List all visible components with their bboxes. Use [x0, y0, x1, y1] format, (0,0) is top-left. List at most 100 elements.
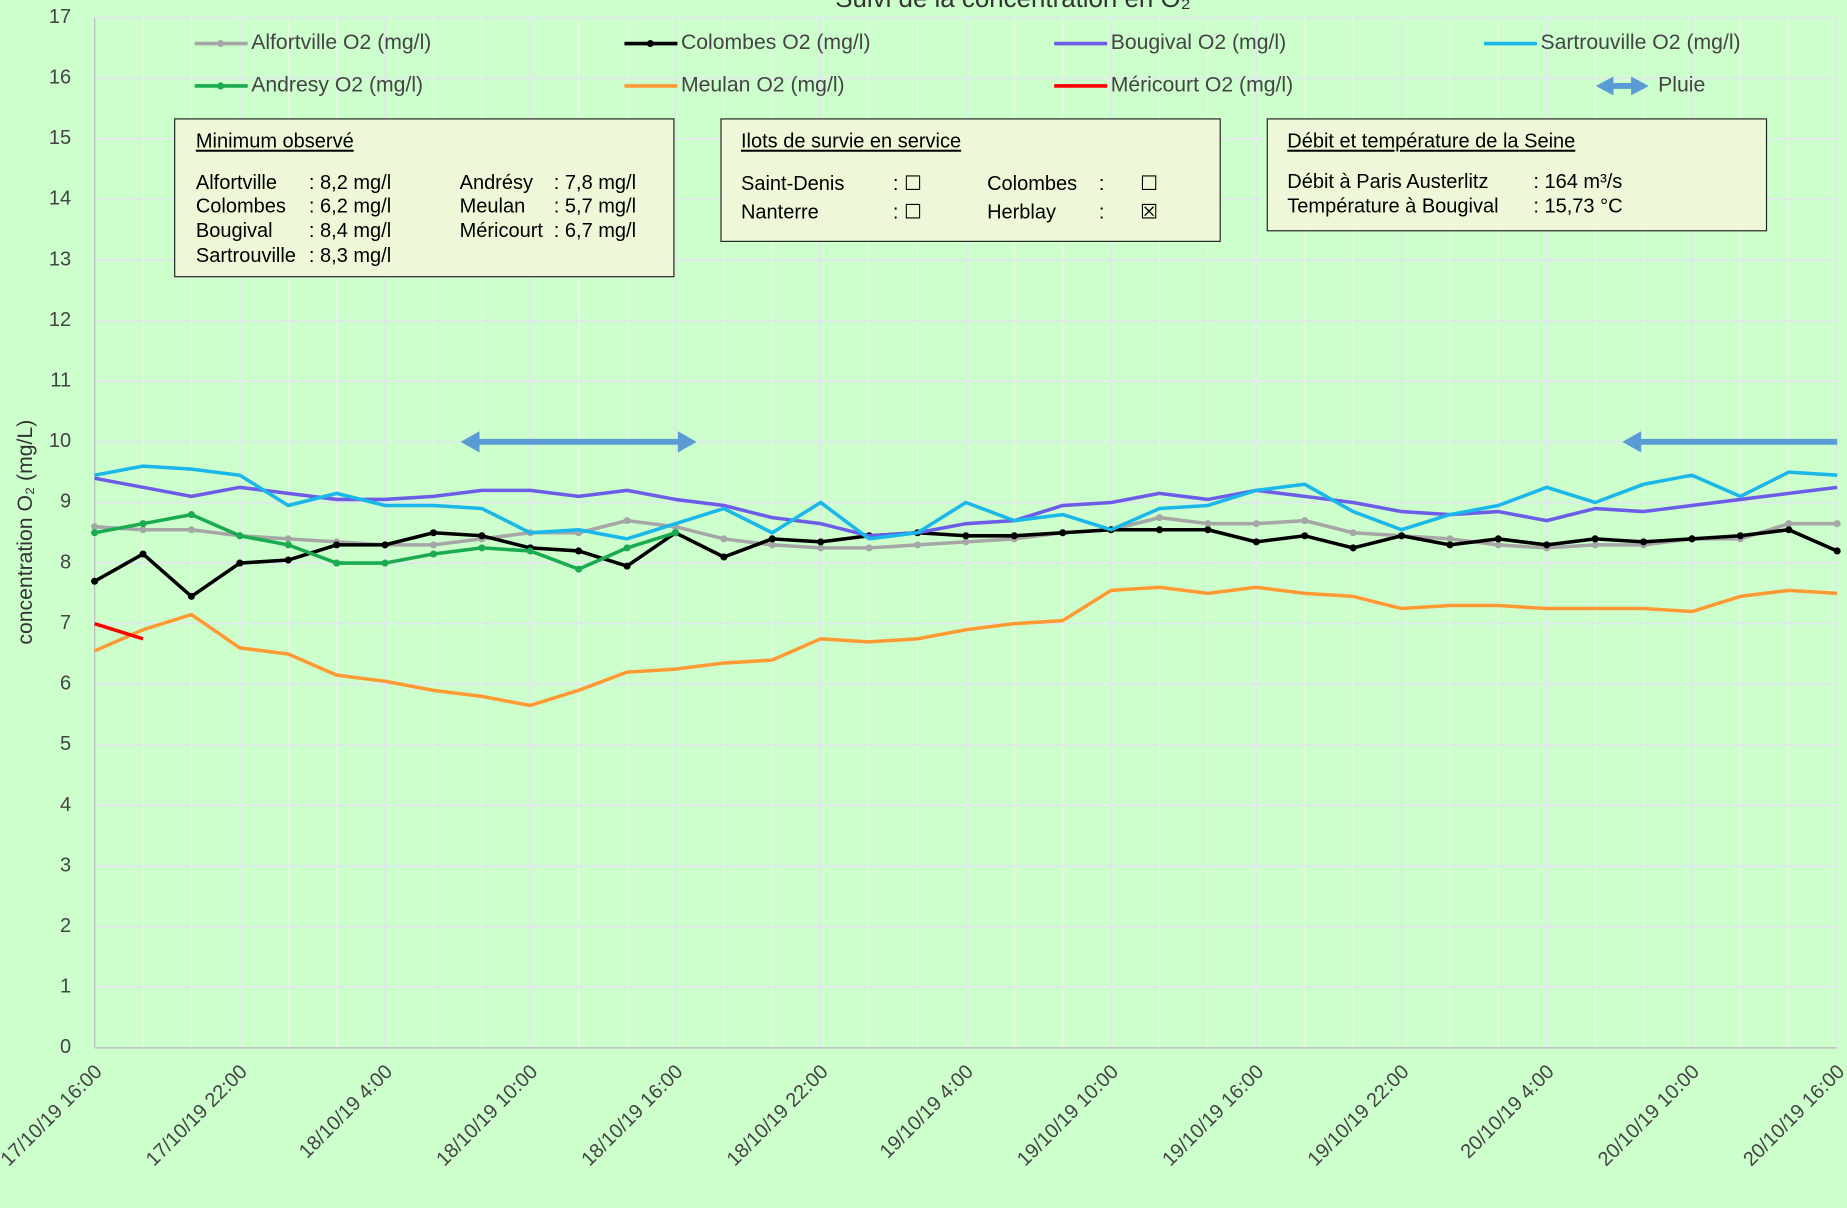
y-tick-label: 0	[60, 1036, 71, 1058]
annotation-text: Colombes	[987, 173, 1077, 195]
marker	[187, 511, 195, 519]
marker	[962, 532, 970, 540]
marker	[284, 541, 292, 549]
marker	[139, 550, 147, 558]
x-tick-label: 18/10/19 22:00	[723, 1061, 833, 1171]
annotation-text: : 8,3 mg/l	[309, 245, 391, 267]
annotation-text: : 7,8 mg/l	[554, 172, 636, 194]
legend-label: Sartrouville O2 (mg/l)	[1540, 31, 1740, 54]
marker	[1349, 529, 1357, 537]
annotation-title: Ilots de survie en service	[741, 131, 961, 153]
marker	[1059, 529, 1067, 537]
marker	[1155, 514, 1164, 522]
marker	[1397, 532, 1406, 540]
marker	[768, 535, 776, 543]
marker	[1010, 532, 1018, 540]
marker	[865, 544, 873, 552]
legend-label: Alfortville O2 (mg/l)	[251, 31, 431, 54]
x-tick-label: 19/10/19 16:00	[1158, 1061, 1268, 1171]
marker	[381, 541, 389, 549]
x-tick-label: 17/10/19 16:00	[0, 1061, 107, 1171]
annotation-text: Andrésy	[460, 172, 533, 194]
marker	[817, 538, 825, 546]
y-tick-label: 10	[49, 430, 71, 452]
y-tick-label: 5	[60, 733, 71, 755]
x-tick-label: 19/10/19 10:00	[1013, 1061, 1123, 1171]
annotation-title: Minimum observé	[196, 131, 354, 153]
annotation-box	[174, 118, 675, 278]
annotation-text: ☐	[1140, 173, 1158, 195]
annotation-text: : 6,2 mg/l	[309, 196, 391, 218]
marker	[429, 541, 437, 549]
annotation-text: Colombes	[196, 196, 286, 218]
legend-label: Colombes O2 (mg/l)	[681, 31, 871, 54]
x-tick-label: 19/10/19 22:00	[1304, 1061, 1414, 1171]
y-tick-label: 7	[60, 612, 71, 634]
y-tick-label: 14	[49, 188, 71, 210]
marker	[478, 532, 486, 540]
arrow-head	[677, 431, 697, 453]
x-tick-label: 18/10/19 16:00	[578, 1061, 688, 1171]
marker	[623, 544, 631, 552]
marker	[962, 538, 970, 546]
annotation-text: Méricourt	[460, 220, 544, 242]
series-line	[94, 464, 1838, 541]
marker	[1252, 520, 1260, 528]
marker	[1301, 532, 1309, 540]
marker	[1349, 544, 1357, 552]
marker	[1252, 538, 1260, 546]
marker	[1640, 538, 1648, 546]
y-tick-label: 8	[60, 551, 71, 573]
marker	[333, 541, 341, 549]
marker	[91, 529, 99, 537]
annotation-text: Meulan	[460, 196, 526, 218]
annotation-text: : 6,7 mg/l	[554, 220, 636, 242]
arrow-head	[1622, 431, 1642, 453]
y-tick-label: 17	[49, 6, 71, 28]
annotation-text: ☒	[1140, 201, 1158, 223]
annotation-text: :	[1099, 201, 1105, 223]
marker	[381, 559, 389, 567]
marker	[236, 532, 244, 540]
marker	[139, 526, 147, 534]
arrow-head	[460, 431, 480, 453]
legend-label: Pluie	[1658, 74, 1705, 97]
legend-label: Méricourt O2 (mg/l)	[1111, 74, 1293, 97]
marker	[1591, 541, 1599, 549]
marker	[575, 565, 583, 573]
annotation-text: :	[1099, 173, 1105, 195]
marker	[1494, 535, 1502, 543]
annotation-text: Alfortville	[196, 172, 277, 194]
marker	[913, 541, 922, 549]
marker	[139, 520, 147, 528]
legend-label: Meulan O2 (mg/l)	[681, 74, 845, 97]
annotation-text: : 8,2 mg/l	[309, 172, 391, 194]
annotation-text: Sartrouville	[196, 245, 296, 267]
y-tick-label: 9	[60, 491, 71, 513]
annotation-text: Herblay	[987, 201, 1056, 223]
marker	[284, 535, 292, 543]
series-line	[93, 585, 1838, 708]
marker	[1446, 535, 1454, 543]
marker	[1446, 541, 1454, 549]
marker	[720, 553, 728, 561]
y-tick-label: 3	[60, 854, 71, 876]
marker	[91, 577, 99, 585]
y-tick-label: 16	[49, 67, 71, 89]
y-tick-label: 1	[60, 976, 71, 998]
annotation-text: Débit à Paris Austerlitz	[1287, 171, 1488, 193]
marker	[478, 544, 486, 552]
annotation-text: : 5,7 mg/l	[554, 196, 636, 218]
annotation-text: Saint-Denis	[741, 173, 844, 195]
marker	[1543, 541, 1551, 549]
marker	[187, 526, 195, 534]
marker	[575, 547, 583, 555]
y-tick-label: 11	[50, 370, 71, 392]
legend-marker	[217, 82, 225, 90]
marker	[1785, 520, 1793, 528]
marker	[720, 535, 728, 543]
y-tick-label: 6	[60, 673, 71, 695]
marker	[1155, 526, 1164, 534]
